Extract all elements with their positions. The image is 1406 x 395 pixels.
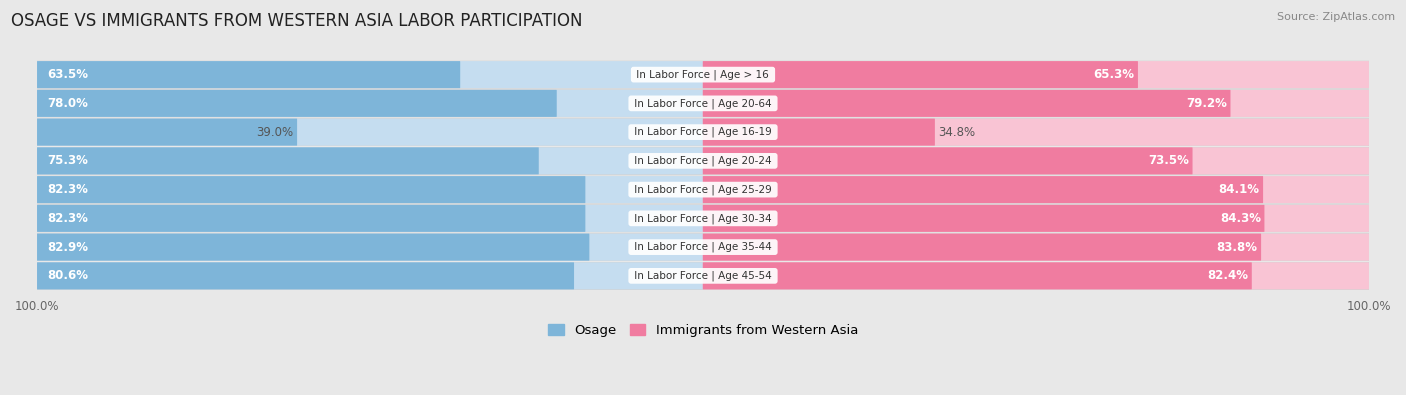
Text: 34.8%: 34.8%	[938, 126, 976, 139]
Text: 63.5%: 63.5%	[48, 68, 89, 81]
FancyBboxPatch shape	[37, 147, 1369, 174]
Text: OSAGE VS IMMIGRANTS FROM WESTERN ASIA LABOR PARTICIPATION: OSAGE VS IMMIGRANTS FROM WESTERN ASIA LA…	[11, 12, 582, 30]
FancyBboxPatch shape	[37, 205, 585, 232]
Text: 73.5%: 73.5%	[1149, 154, 1189, 167]
Text: 82.3%: 82.3%	[48, 183, 89, 196]
FancyBboxPatch shape	[37, 61, 1369, 88]
FancyBboxPatch shape	[703, 233, 1369, 261]
Legend: Osage, Immigrants from Western Asia: Osage, Immigrants from Western Asia	[543, 319, 863, 342]
FancyBboxPatch shape	[37, 90, 703, 117]
FancyBboxPatch shape	[37, 233, 1369, 261]
Text: 82.4%: 82.4%	[1208, 269, 1249, 282]
Text: In Labor Force | Age 25-29: In Labor Force | Age 25-29	[631, 184, 775, 195]
Text: 84.3%: 84.3%	[1220, 212, 1261, 225]
FancyBboxPatch shape	[37, 118, 297, 146]
Text: In Labor Force | Age 20-64: In Labor Force | Age 20-64	[631, 98, 775, 109]
FancyBboxPatch shape	[703, 205, 1264, 232]
Text: In Labor Force | Age 16-19: In Labor Force | Age 16-19	[631, 127, 775, 137]
FancyBboxPatch shape	[703, 147, 1369, 174]
FancyBboxPatch shape	[37, 233, 589, 261]
FancyBboxPatch shape	[37, 118, 703, 146]
Text: 39.0%: 39.0%	[256, 126, 294, 139]
FancyBboxPatch shape	[37, 176, 585, 203]
Text: 75.3%: 75.3%	[48, 154, 89, 167]
FancyBboxPatch shape	[37, 147, 703, 174]
FancyBboxPatch shape	[37, 205, 1369, 232]
FancyBboxPatch shape	[703, 90, 1369, 117]
FancyBboxPatch shape	[37, 205, 703, 232]
Text: 80.6%: 80.6%	[48, 269, 89, 282]
Text: In Labor Force | Age 30-34: In Labor Force | Age 30-34	[631, 213, 775, 224]
Text: 78.0%: 78.0%	[48, 97, 89, 110]
FancyBboxPatch shape	[37, 90, 557, 117]
Text: 83.8%: 83.8%	[1216, 241, 1257, 254]
FancyBboxPatch shape	[37, 233, 703, 261]
FancyBboxPatch shape	[37, 262, 574, 290]
FancyBboxPatch shape	[703, 61, 1137, 88]
Text: 65.3%: 65.3%	[1094, 68, 1135, 81]
FancyBboxPatch shape	[703, 262, 1251, 290]
FancyBboxPatch shape	[37, 90, 1369, 117]
FancyBboxPatch shape	[703, 90, 1230, 117]
FancyBboxPatch shape	[703, 205, 1369, 232]
FancyBboxPatch shape	[703, 61, 1369, 88]
FancyBboxPatch shape	[37, 176, 1369, 203]
Text: In Labor Force | Age 20-24: In Labor Force | Age 20-24	[631, 156, 775, 166]
FancyBboxPatch shape	[37, 118, 1369, 146]
FancyBboxPatch shape	[37, 61, 703, 88]
FancyBboxPatch shape	[703, 176, 1263, 203]
FancyBboxPatch shape	[37, 61, 460, 88]
FancyBboxPatch shape	[703, 233, 1261, 261]
Text: 82.9%: 82.9%	[48, 241, 89, 254]
Text: In Labor Force | Age 35-44: In Labor Force | Age 35-44	[631, 242, 775, 252]
FancyBboxPatch shape	[703, 262, 1369, 290]
FancyBboxPatch shape	[703, 118, 1369, 146]
FancyBboxPatch shape	[703, 176, 1369, 203]
FancyBboxPatch shape	[37, 147, 538, 174]
Text: 82.3%: 82.3%	[48, 212, 89, 225]
Text: 84.1%: 84.1%	[1219, 183, 1260, 196]
FancyBboxPatch shape	[703, 118, 935, 146]
FancyBboxPatch shape	[37, 262, 1369, 290]
Text: 79.2%: 79.2%	[1187, 97, 1227, 110]
FancyBboxPatch shape	[37, 176, 703, 203]
FancyBboxPatch shape	[703, 147, 1192, 174]
FancyBboxPatch shape	[37, 262, 703, 290]
Text: In Labor Force | Age 45-54: In Labor Force | Age 45-54	[631, 271, 775, 281]
Text: In Labor Force | Age > 16: In Labor Force | Age > 16	[634, 70, 772, 80]
Text: Source: ZipAtlas.com: Source: ZipAtlas.com	[1277, 12, 1395, 22]
